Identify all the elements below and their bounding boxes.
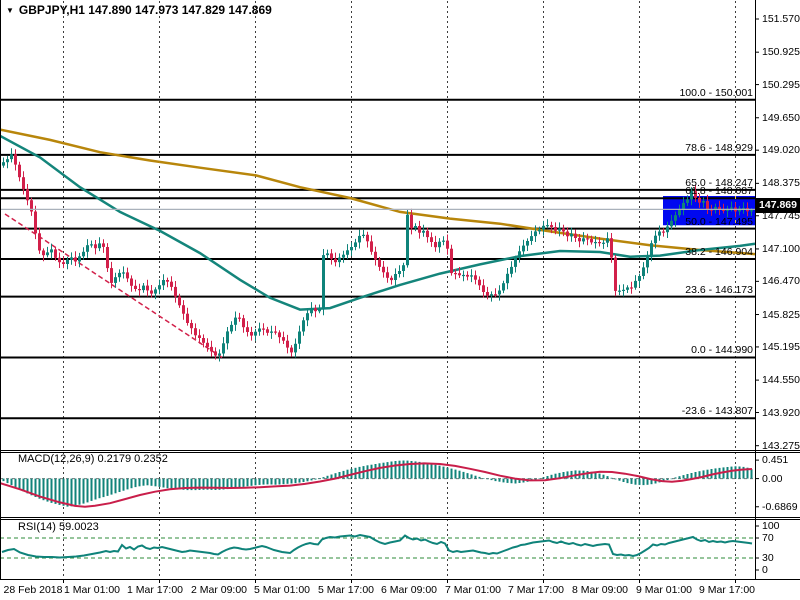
slow-ma-line — [0, 128, 756, 256]
rsi-tick: 100 — [762, 520, 780, 532]
symbol-dropdown-icon[interactable]: ▼ — [6, 6, 14, 15]
time-label: 7 Mar 01:00 — [444, 584, 502, 596]
fib-label: 100.0 - 150.001 — [679, 87, 753, 99]
time-label: 6 Mar 09:00 — [380, 584, 438, 596]
ohlc-readout: GBPJPY,H1 147.890 147.973 147.829 147.86… — [18, 3, 272, 17]
axis-tick-marks — [63, 18, 759, 583]
rsi-tick: 30 — [762, 552, 774, 564]
fast-ma-line — [0, 134, 756, 311]
macd-signal-line — [0, 462, 753, 508]
rsi-tick: 0 — [762, 564, 768, 576]
candles — [2, 148, 753, 362]
macd-label: MACD(12,26,9) 0.2179 0.2352 — [18, 453, 168, 465]
fib-label: 0.0 - 144.990 — [691, 344, 753, 356]
time-label: 9 Mar 17:00 — [698, 584, 756, 596]
fib-label: 78.6 - 148.929 — [685, 142, 753, 154]
price-tick: 149.020 — [762, 144, 800, 156]
price-tick: 143.920 — [762, 407, 800, 419]
price-tick: 150.925 — [762, 46, 800, 58]
price-tick: 147.100 — [762, 243, 800, 255]
price-tick: 149.650 — [762, 112, 800, 124]
fib-label: 38.2 - 146.904 — [685, 246, 753, 258]
time-label: 28 Feb 2018 — [3, 584, 63, 596]
price-tick: 147.745 — [762, 210, 800, 222]
panel-borders — [0, 0, 800, 580]
macd-tick: 0.451 — [762, 454, 789, 466]
time-label: 7 Mar 17:00 — [507, 584, 565, 596]
price-tick: 148.375 — [762, 177, 800, 189]
grid-2 — [63, 519, 736, 579]
price-tick: 146.470 — [762, 275, 800, 287]
price-tick: 145.825 — [762, 309, 800, 321]
time-label: 9 Mar 01:00 — [635, 584, 693, 596]
chart-title: ▼ GBPJPY,H1 147.890 147.973 147.829 147.8… — [6, 3, 272, 17]
grid-0 — [63, 1, 736, 449]
price-tick: 150.295 — [762, 79, 800, 91]
rsi-tick: 70 — [762, 532, 774, 544]
time-label: 5 Mar 01:00 — [253, 584, 311, 596]
rsi-line — [1, 533, 753, 559]
time-label: 2 Mar 09:00 — [190, 584, 248, 596]
rsi-label: RSI(14) 59.0023 — [18, 521, 99, 533]
price-tick: 151.570 — [762, 13, 800, 25]
time-label: 1 Mar 17:00 — [126, 584, 184, 596]
fib-lines — [0, 98, 755, 420]
macd-tick: -0.6869 — [762, 501, 798, 513]
price-tick: 145.195 — [762, 341, 800, 353]
macd-tick: 0.00 — [762, 473, 783, 485]
fib-label: 61.8 - 148.087 — [685, 185, 753, 197]
current-price-box: 147.869 — [756, 198, 800, 213]
time-label: 5 Mar 17:00 — [317, 584, 375, 596]
time-label: 1 Mar 01:00 — [63, 584, 121, 596]
fib-label: 65.0 - 148.247 — [685, 177, 753, 189]
fib-label: 50.0 - 147.495 — [685, 216, 753, 228]
descending-trendline[interactable] — [4, 213, 223, 359]
price-tick: 143.275 — [762, 440, 800, 452]
fib-label: 23.6 - 146.173 — [685, 284, 753, 296]
time-label: 8 Mar 09:00 — [571, 584, 629, 596]
price-tick: 144.550 — [762, 374, 800, 386]
grid-1 — [63, 452, 736, 517]
fib-label: -23.6 - 143.807 — [681, 405, 753, 417]
